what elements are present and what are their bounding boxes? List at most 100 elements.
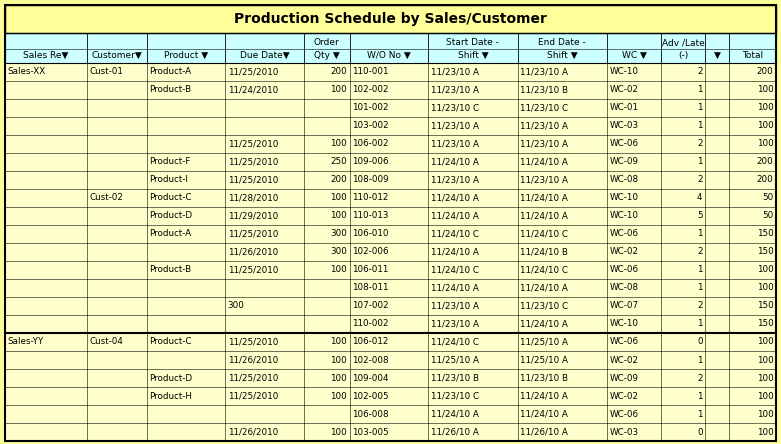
Text: 11/25/2010: 11/25/2010: [228, 67, 278, 76]
Bar: [5, 297, 776, 315]
Text: 300: 300: [228, 301, 244, 310]
Text: WC-08: WC-08: [609, 175, 639, 185]
Text: Order: Order: [314, 38, 340, 47]
Text: 11/23/10 A: 11/23/10 A: [430, 301, 479, 310]
Text: 102-002: 102-002: [352, 86, 389, 95]
Bar: [5, 387, 776, 405]
Text: 11/25/10 A: 11/25/10 A: [430, 356, 479, 365]
Text: 11/24/10 C: 11/24/10 C: [520, 266, 568, 274]
Text: 100: 100: [757, 428, 773, 436]
Text: 11/24/10 A: 11/24/10 A: [430, 158, 479, 166]
Text: 1: 1: [697, 230, 703, 238]
Text: Sales-XX: Sales-XX: [8, 67, 46, 76]
Bar: [5, 351, 776, 369]
Text: 11/24/10 C: 11/24/10 C: [430, 337, 479, 346]
Text: 50: 50: [762, 194, 773, 202]
Text: Shift ▼: Shift ▼: [458, 51, 488, 60]
Text: Sales-YY: Sales-YY: [8, 337, 44, 346]
Text: Adv /Late: Adv /Late: [662, 38, 704, 47]
Text: 2: 2: [697, 247, 703, 257]
Text: 110-012: 110-012: [352, 194, 388, 202]
Text: 106-010: 106-010: [352, 230, 389, 238]
Text: 11/23/10 A: 11/23/10 A: [430, 86, 479, 95]
Text: 200: 200: [757, 158, 773, 166]
Text: 100: 100: [757, 373, 773, 382]
Text: 1: 1: [697, 103, 703, 112]
Text: 11/25/2010: 11/25/2010: [228, 373, 278, 382]
Bar: [5, 207, 776, 225]
Text: 11/29/2010: 11/29/2010: [228, 211, 278, 221]
Text: WC-06: WC-06: [609, 409, 639, 419]
Text: Product-H: Product-H: [149, 392, 192, 400]
Text: 11/24/10 A: 11/24/10 A: [520, 409, 568, 419]
Text: Total: Total: [742, 51, 763, 60]
Text: 100: 100: [330, 211, 347, 221]
Text: 11/24/10 A: 11/24/10 A: [430, 194, 479, 202]
Text: 11/26/2010: 11/26/2010: [228, 247, 278, 257]
Text: 11/24/10 C: 11/24/10 C: [430, 266, 479, 274]
Text: WC-01: WC-01: [609, 103, 639, 112]
Text: 100: 100: [330, 373, 347, 382]
Text: 11/23/10 A: 11/23/10 A: [520, 139, 568, 148]
Text: 11/23/10 A: 11/23/10 A: [430, 67, 479, 76]
Bar: [5, 117, 776, 135]
Bar: [5, 243, 776, 261]
Text: 11/25/10 A: 11/25/10 A: [520, 337, 568, 346]
Text: WC-06: WC-06: [609, 139, 639, 148]
Text: 11/25/2010: 11/25/2010: [228, 175, 278, 185]
Text: 2: 2: [697, 301, 703, 310]
Text: 11/28/2010: 11/28/2010: [228, 194, 278, 202]
Text: 110-002: 110-002: [352, 320, 389, 329]
Text: 102-006: 102-006: [352, 247, 389, 257]
Text: 108-009: 108-009: [352, 175, 389, 185]
Text: 0: 0: [697, 428, 703, 436]
Text: 11/23/10 A: 11/23/10 A: [430, 139, 479, 148]
Text: 11/23/10 A: 11/23/10 A: [520, 67, 568, 76]
Text: End Date -: End Date -: [538, 38, 586, 47]
Text: (-): (-): [678, 51, 688, 60]
Text: Product-A: Product-A: [149, 67, 191, 76]
Text: Product-C: Product-C: [149, 337, 192, 346]
Text: 103-005: 103-005: [352, 428, 389, 436]
Text: 11/23/10 A: 11/23/10 A: [430, 175, 479, 185]
Text: Product ▼: Product ▼: [164, 51, 208, 60]
Text: W/O No ▼: W/O No ▼: [367, 51, 411, 60]
Text: 1: 1: [697, 266, 703, 274]
Bar: [5, 225, 776, 243]
Text: 11/26/2010: 11/26/2010: [228, 428, 278, 436]
Text: 11/24/10 A: 11/24/10 A: [520, 284, 568, 293]
Text: Product-I: Product-I: [149, 175, 188, 185]
Text: 2: 2: [697, 139, 703, 148]
Text: Product-D: Product-D: [149, 373, 192, 382]
Text: 200: 200: [757, 175, 773, 185]
Text: 11/23/10 C: 11/23/10 C: [520, 103, 568, 112]
Text: 150: 150: [757, 301, 773, 310]
Bar: [5, 423, 776, 441]
Text: 2: 2: [697, 373, 703, 382]
Text: 1: 1: [697, 122, 703, 131]
Text: Product-B: Product-B: [149, 86, 191, 95]
Bar: [5, 405, 776, 423]
Text: 11/24/10 A: 11/24/10 A: [430, 247, 479, 257]
Text: Shift ▼: Shift ▼: [547, 51, 578, 60]
Text: 1: 1: [697, 86, 703, 95]
Text: 100: 100: [330, 337, 347, 346]
Text: 11/25/2010: 11/25/2010: [228, 266, 278, 274]
Text: WC-09: WC-09: [609, 158, 639, 166]
Bar: [5, 63, 776, 81]
Text: 100: 100: [757, 122, 773, 131]
Text: 103-002: 103-002: [352, 122, 389, 131]
Bar: [5, 135, 776, 153]
Text: Start Date -: Start Date -: [447, 38, 499, 47]
Text: 11/23/10 A: 11/23/10 A: [520, 175, 568, 185]
Text: 11/24/10 A: 11/24/10 A: [430, 409, 479, 419]
Text: 11/26/10 A: 11/26/10 A: [430, 428, 479, 436]
Text: Customer▼: Customer▼: [91, 51, 142, 60]
Text: Product-D: Product-D: [149, 211, 192, 221]
Bar: [5, 5, 776, 33]
Text: 101-002: 101-002: [352, 103, 389, 112]
Text: 106-002: 106-002: [352, 139, 389, 148]
Text: ▼: ▼: [714, 51, 721, 60]
Text: WC-06: WC-06: [609, 337, 639, 346]
Text: 11/23/10 C: 11/23/10 C: [430, 103, 479, 112]
